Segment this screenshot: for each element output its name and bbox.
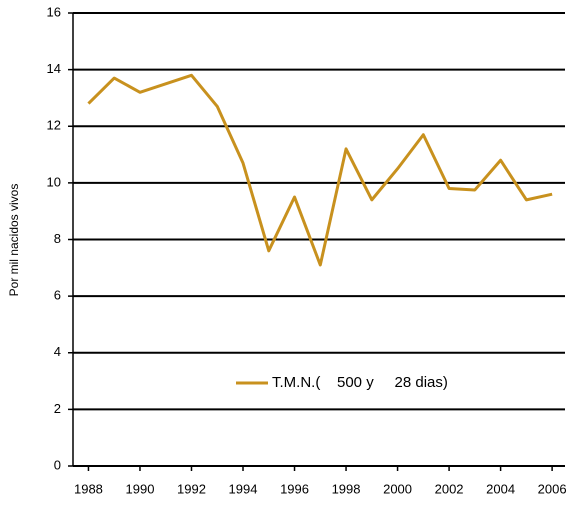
y-tick-label: 12 (47, 118, 61, 133)
y-tick-label: 10 (47, 174, 61, 189)
x-tick-label: 1996 (280, 481, 309, 496)
x-tick-label: 2002 (435, 481, 464, 496)
y-tick-label: 8 (54, 231, 61, 246)
y-tick-label: 4 (54, 344, 61, 359)
y-tick-label: 0 (54, 457, 61, 472)
x-tick-label: 1998 (332, 481, 361, 496)
legend-label: T.M.N.( 500 y 28 dias) (272, 374, 448, 391)
data-line (87, 73, 553, 267)
y-tick-label: 16 (47, 4, 61, 19)
x-tick-label: 2000 (383, 481, 412, 496)
y-tick-label: 14 (47, 61, 61, 76)
x-tick-label: 2006 (538, 481, 567, 496)
y-axis-label: Por mil nacidos vivos (7, 184, 21, 297)
x-tick-label: 2004 (486, 481, 515, 496)
y-tick-label: 2 (54, 401, 61, 416)
x-tick-label: 1994 (229, 481, 258, 496)
x-tick-label: 1992 (177, 481, 206, 496)
y-tick-label: 6 (54, 288, 61, 303)
x-tick-label: 1988 (74, 481, 103, 496)
x-tick-label: 1990 (126, 481, 155, 496)
